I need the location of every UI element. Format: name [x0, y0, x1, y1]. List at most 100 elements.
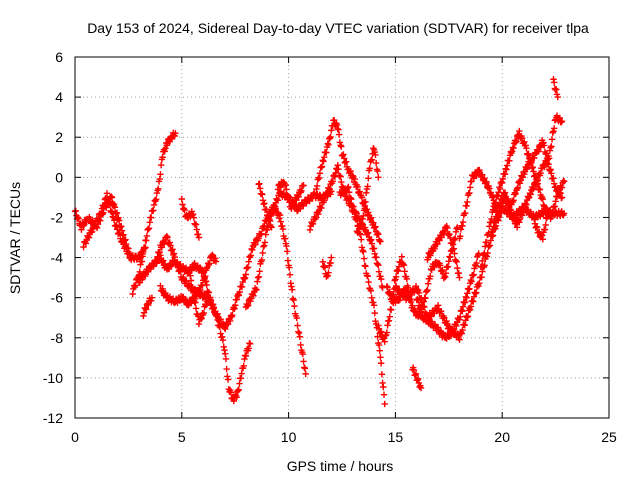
data-point [427, 272, 434, 280]
data-point [379, 379, 386, 387]
data-point [323, 149, 330, 156]
data-point [415, 289, 423, 297]
data-point [88, 228, 96, 235]
data-point [217, 330, 224, 337]
y-tick-label: -12 [43, 410, 63, 426]
data-point [360, 255, 368, 262]
data-point [335, 166, 342, 173]
data-point [489, 206, 497, 213]
data-point [224, 376, 232, 383]
data-point [381, 338, 388, 345]
data-point [375, 341, 383, 349]
data-point [542, 221, 549, 229]
data-point [238, 283, 246, 291]
data-point [496, 185, 504, 193]
data-point [221, 324, 228, 332]
data-point [281, 235, 289, 242]
data-point [259, 191, 266, 198]
data-point [461, 209, 469, 217]
data-point [347, 194, 354, 202]
data-point [461, 321, 469, 329]
data-point [453, 225, 460, 232]
data-point [372, 253, 380, 261]
data-point [202, 278, 210, 285]
data-point [523, 165, 531, 173]
data-point [533, 181, 541, 189]
data-point [434, 324, 442, 331]
data-point [558, 184, 566, 191]
data-point [481, 262, 488, 269]
data-point [447, 253, 454, 261]
data-point [467, 276, 475, 284]
data-point [528, 164, 536, 172]
data-point [194, 290, 201, 297]
data-point [243, 265, 250, 272]
data-point [301, 364, 308, 371]
data-point [367, 287, 375, 295]
data-point [385, 317, 393, 325]
data-point [543, 204, 550, 212]
data-point [336, 139, 344, 146]
data-point [464, 290, 471, 297]
data-point [114, 215, 121, 223]
data-point [386, 288, 393, 295]
data-point [365, 175, 372, 182]
data-point [349, 172, 356, 179]
data-point [550, 79, 558, 86]
data-point [372, 223, 379, 230]
data-point [75, 215, 82, 222]
y-tick-label: -4 [51, 250, 64, 266]
data-point [523, 164, 530, 172]
data-point [288, 205, 295, 212]
data-point [553, 86, 560, 93]
data-point [467, 303, 475, 310]
data-point [392, 282, 400, 290]
data-point [442, 269, 450, 277]
data-point [140, 245, 148, 252]
data-point [236, 288, 243, 296]
data-point [283, 248, 291, 255]
data-point [286, 264, 293, 271]
data-point [501, 189, 509, 196]
data-point [112, 222, 119, 230]
x-tick-label: 5 [178, 429, 186, 445]
data-point [166, 239, 173, 246]
data-point [113, 209, 121, 217]
data-point [431, 245, 438, 253]
data-point [350, 203, 357, 210]
data-point [319, 258, 326, 265]
data-point [195, 320, 203, 328]
data-point [551, 203, 559, 210]
data-point [377, 360, 385, 367]
data-point [475, 250, 482, 257]
data-point [444, 263, 452, 270]
data-point [113, 221, 120, 229]
series-track [135, 187, 335, 333]
data-point [192, 221, 200, 228]
data-point [377, 238, 384, 245]
data-point [171, 253, 179, 261]
data-point [261, 239, 269, 246]
data-point [216, 323, 224, 331]
data-point [459, 303, 467, 310]
data-point [256, 185, 264, 192]
data-point [543, 215, 550, 222]
data-point [464, 313, 472, 320]
y-tick-label: 0 [55, 169, 63, 185]
data-point [479, 171, 486, 179]
series-track [187, 272, 211, 328]
data-point [380, 383, 387, 391]
data-point [340, 151, 347, 158]
data-point [302, 370, 309, 378]
data-point [370, 224, 378, 232]
data-point [212, 258, 220, 265]
data-point [531, 215, 538, 223]
data-point [190, 214, 198, 221]
x-axis-label: GPS time / hours [287, 458, 394, 474]
data-point [550, 180, 558, 187]
data-point [450, 325, 458, 333]
data-point [414, 296, 422, 304]
series-track [140, 294, 156, 320]
data-point [400, 261, 408, 269]
data-point [153, 258, 161, 265]
